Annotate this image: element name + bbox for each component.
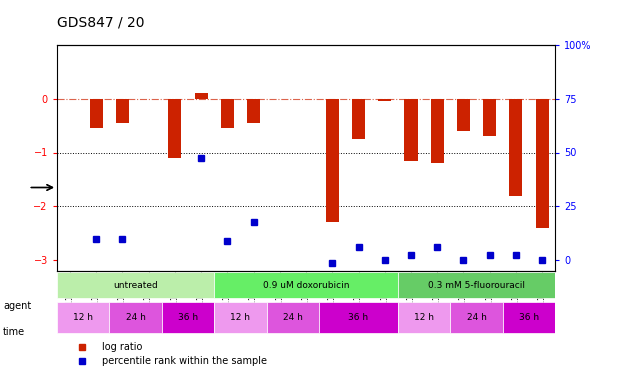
FancyBboxPatch shape xyxy=(214,302,267,333)
Bar xyxy=(221,99,234,128)
Bar xyxy=(509,99,522,195)
FancyBboxPatch shape xyxy=(451,302,503,333)
Bar xyxy=(90,99,103,128)
Text: agent: agent xyxy=(3,301,32,310)
Bar xyxy=(404,99,418,160)
Text: log ratio: log ratio xyxy=(102,342,142,351)
Text: 0.3 mM 5-fluorouracil: 0.3 mM 5-fluorouracil xyxy=(428,281,525,290)
Text: 24 h: 24 h xyxy=(283,313,303,322)
FancyBboxPatch shape xyxy=(398,272,555,298)
Text: GDS847 / 20: GDS847 / 20 xyxy=(57,16,144,30)
Text: untreated: untreated xyxy=(113,281,158,290)
FancyBboxPatch shape xyxy=(398,302,451,333)
Bar xyxy=(430,99,444,163)
Text: 36 h: 36 h xyxy=(348,313,369,322)
Text: 12 h: 12 h xyxy=(73,313,93,322)
Bar xyxy=(536,99,549,228)
Text: 36 h: 36 h xyxy=(519,313,539,322)
FancyBboxPatch shape xyxy=(503,302,555,333)
Bar xyxy=(168,99,182,158)
Bar xyxy=(457,99,470,131)
Text: 24 h: 24 h xyxy=(467,313,487,322)
Text: 0.9 uM doxorubicin: 0.9 uM doxorubicin xyxy=(262,281,350,290)
Bar xyxy=(378,99,391,102)
Bar xyxy=(116,99,129,123)
Text: 12 h: 12 h xyxy=(414,313,434,322)
Bar xyxy=(352,99,365,139)
Bar xyxy=(247,99,260,123)
Bar xyxy=(326,99,339,222)
Text: 24 h: 24 h xyxy=(126,313,145,322)
Text: percentile rank within the sample: percentile rank within the sample xyxy=(102,356,267,366)
FancyBboxPatch shape xyxy=(267,302,319,333)
FancyBboxPatch shape xyxy=(319,302,398,333)
FancyBboxPatch shape xyxy=(57,272,214,298)
FancyBboxPatch shape xyxy=(57,302,109,333)
Bar xyxy=(194,93,208,99)
Text: 36 h: 36 h xyxy=(178,313,198,322)
Text: 12 h: 12 h xyxy=(230,313,251,322)
Text: time: time xyxy=(3,327,25,337)
FancyBboxPatch shape xyxy=(162,302,214,333)
Bar xyxy=(483,99,496,136)
FancyBboxPatch shape xyxy=(214,272,398,298)
FancyBboxPatch shape xyxy=(109,302,162,333)
